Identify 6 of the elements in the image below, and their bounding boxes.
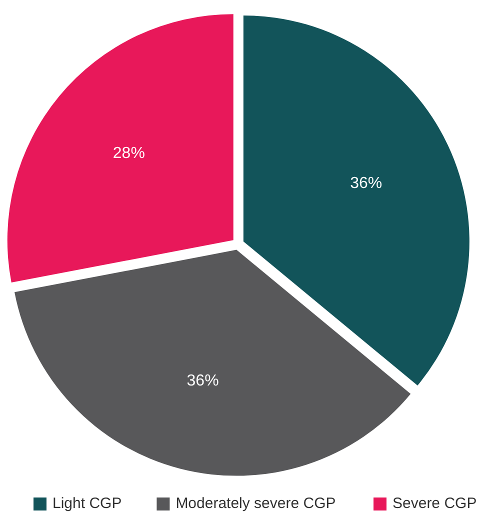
legend-label: Severe CGP	[392, 494, 477, 512]
data-label: 36%	[350, 174, 382, 192]
legend-label: Moderately severe CGP	[176, 494, 336, 512]
legend-label: Light CGP	[52, 494, 122, 512]
data-label: 28%	[112, 144, 145, 162]
data-label: 36%	[186, 372, 219, 390]
